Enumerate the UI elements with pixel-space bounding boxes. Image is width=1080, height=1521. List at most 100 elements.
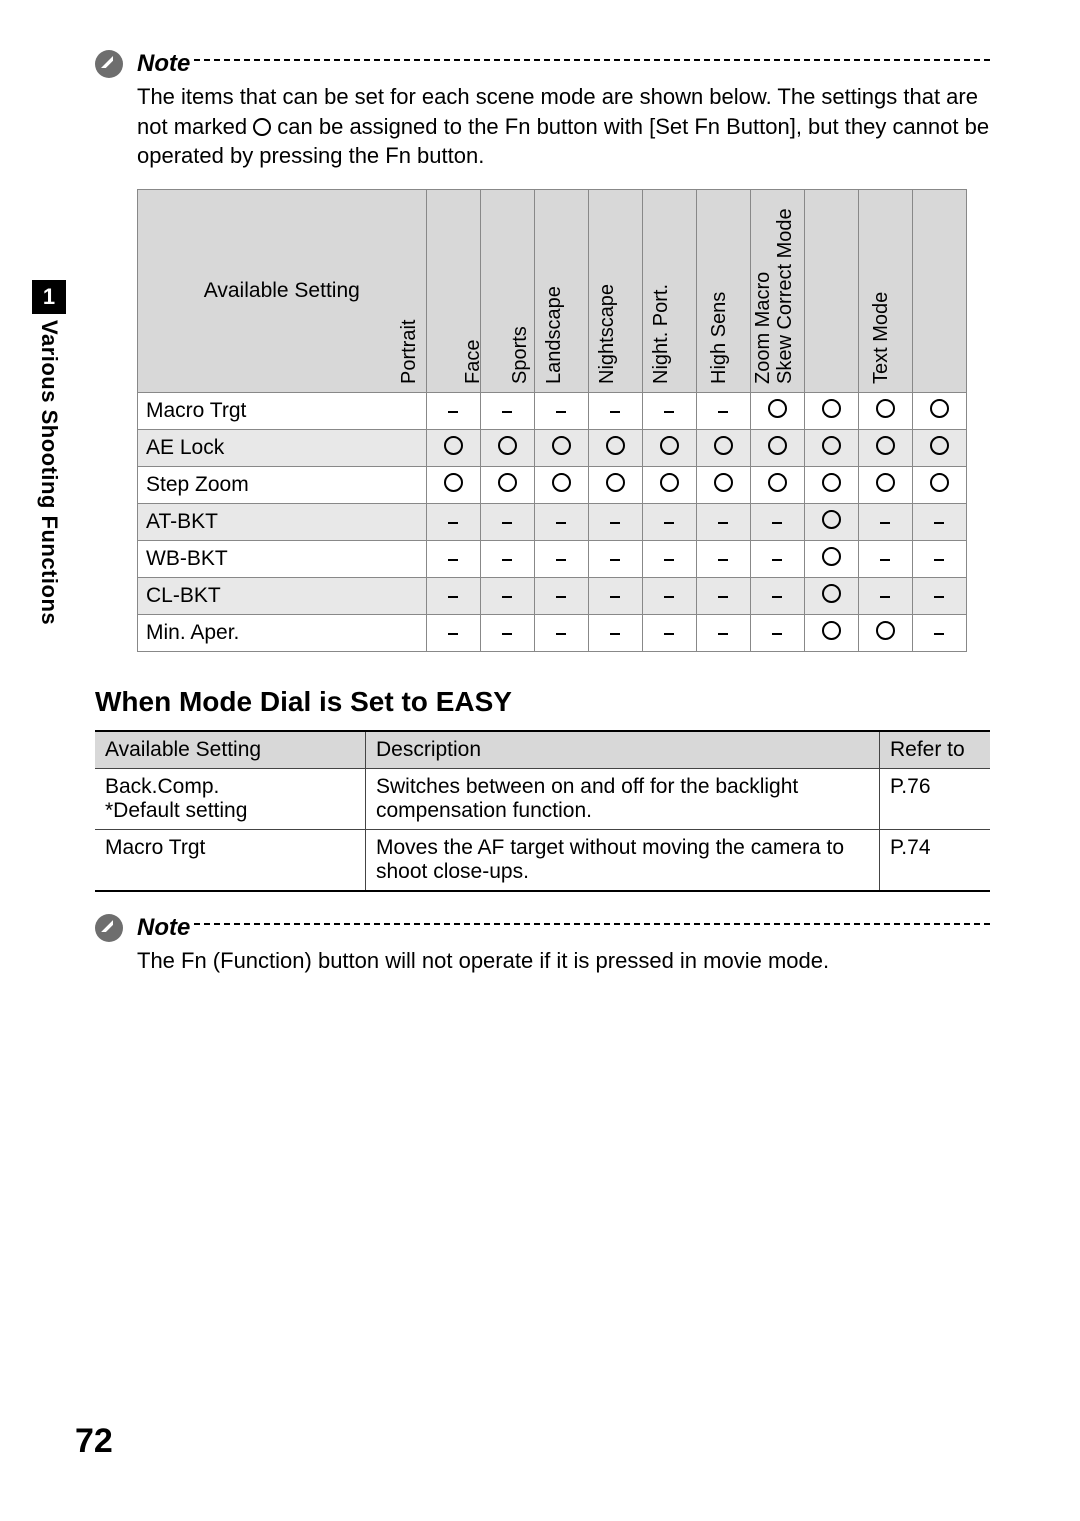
dash-icon <box>772 559 782 562</box>
refer-to: P.74 <box>880 830 991 892</box>
table-row: Back.Comp. *Default settingSwitches betw… <box>95 769 990 830</box>
col-header: Available Setting <box>95 731 366 769</box>
table-row: Macro TrgtMoves the AF target without mo… <box>95 830 990 892</box>
setting-cell <box>534 541 588 578</box>
page-number: 72 <box>75 1422 113 1461</box>
table-row: Min. Aper. <box>138 615 967 652</box>
table-row: CL-BKT <box>138 578 967 615</box>
circle-icon <box>768 436 787 455</box>
refer-to: P.76 <box>880 769 991 830</box>
setting-description: Moves the AF target without moving the c… <box>366 830 880 892</box>
setting-name: Macro Trgt <box>138 393 427 430</box>
circle-icon <box>606 436 625 455</box>
circle-icon <box>876 399 895 418</box>
dash-icon <box>556 522 566 525</box>
setting-name: Step Zoom <box>138 467 427 504</box>
setting-cell <box>642 541 696 578</box>
dash-icon <box>880 559 890 562</box>
setting-name: Min. Aper. <box>138 615 427 652</box>
setting-cell <box>804 578 858 615</box>
setting-cell <box>696 393 750 430</box>
setting-cell <box>588 541 642 578</box>
setting-cell <box>750 578 804 615</box>
note-body: The Fn (Function) button will not operat… <box>137 946 990 976</box>
circle-icon <box>498 473 517 492</box>
chapter-title: Various Shooting Functions <box>36 320 62 625</box>
dash-icon <box>502 411 512 414</box>
circle-icon <box>660 436 679 455</box>
dash-icon <box>880 596 890 599</box>
dash-icon <box>448 411 458 414</box>
setting-cell <box>696 541 750 578</box>
setting-cell <box>426 430 480 467</box>
table-header-row: Available Setting Portrait Face Sports L… <box>138 190 967 393</box>
setting-cell <box>426 615 480 652</box>
note-label: Note <box>137 50 190 78</box>
circle-icon <box>876 473 895 492</box>
circle-icon <box>498 436 517 455</box>
dash-icon <box>448 559 458 562</box>
dash-icon <box>664 411 674 414</box>
circle-icon <box>606 473 625 492</box>
setting-cell <box>426 467 480 504</box>
setting-cell <box>912 504 966 541</box>
setting-cell <box>696 615 750 652</box>
scene-settings-table: Available Setting Portrait Face Sports L… <box>137 189 967 652</box>
dash-icon <box>556 559 566 562</box>
setting-cell <box>480 615 534 652</box>
dash-icon <box>556 596 566 599</box>
dash-icon <box>502 633 512 636</box>
setting-cell <box>696 430 750 467</box>
dash-icon <box>556 633 566 636</box>
dash-icon <box>448 522 458 525</box>
dash-icon <box>934 559 944 562</box>
setting-cell <box>534 504 588 541</box>
circle-icon <box>253 118 271 136</box>
dash-icon <box>502 559 512 562</box>
setting-cell <box>642 430 696 467</box>
circle-icon <box>660 473 679 492</box>
circle-icon <box>822 510 841 529</box>
circle-icon <box>444 436 463 455</box>
dash-icon <box>502 596 512 599</box>
setting-name: CL-BKT <box>138 578 427 615</box>
circle-icon <box>930 436 949 455</box>
setting-cell <box>426 541 480 578</box>
dash-icon <box>448 633 458 636</box>
dash-icon <box>610 596 620 599</box>
setting-cell <box>804 615 858 652</box>
setting-cell <box>480 504 534 541</box>
setting-cell <box>858 541 912 578</box>
col-header: Zoom Macro <box>804 190 858 393</box>
setting-cell <box>426 578 480 615</box>
dash-icon <box>610 411 620 414</box>
note-dash-line <box>194 923 990 925</box>
note-label: Note <box>137 914 190 942</box>
dash-icon <box>448 596 458 599</box>
circle-icon <box>714 436 733 455</box>
setting-cell <box>642 504 696 541</box>
setting-cell <box>750 615 804 652</box>
setting-cell <box>534 430 588 467</box>
setting-cell <box>750 504 804 541</box>
circle-icon <box>822 399 841 418</box>
setting-cell <box>912 467 966 504</box>
setting-cell <box>912 615 966 652</box>
circle-icon <box>876 621 895 640</box>
setting-cell <box>534 615 588 652</box>
setting-cell <box>588 615 642 652</box>
circle-icon <box>876 436 895 455</box>
dash-icon <box>664 559 674 562</box>
circle-icon <box>822 473 841 492</box>
table-row: WB-BKT <box>138 541 967 578</box>
table-row: AE Lock <box>138 430 967 467</box>
circle-icon <box>444 473 463 492</box>
side-tab: 1 Various Shooting Functions <box>32 280 66 630</box>
dash-icon <box>718 559 728 562</box>
setting-name: AE Lock <box>138 430 427 467</box>
dash-icon <box>718 411 728 414</box>
setting-cell <box>804 541 858 578</box>
setting-cell <box>912 393 966 430</box>
dash-icon <box>934 596 944 599</box>
dash-icon <box>718 522 728 525</box>
